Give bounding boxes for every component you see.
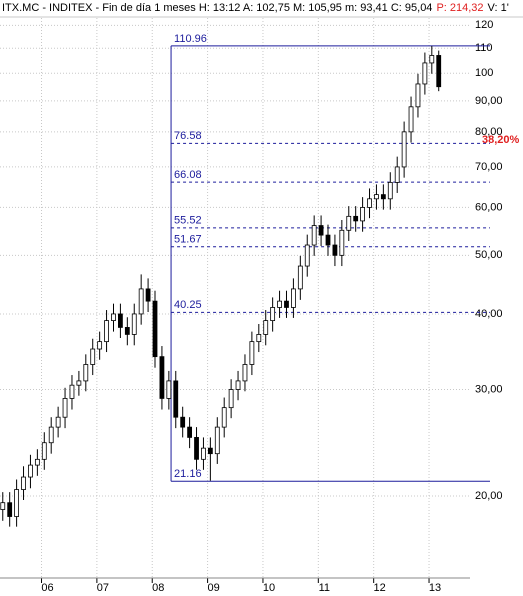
y-tick-label: 60,00 xyxy=(475,201,503,213)
candle-body xyxy=(207,447,213,455)
candle-body xyxy=(408,106,414,133)
y-tick-label: 110 xyxy=(475,42,493,54)
header: ITX.MC - INDITEX - Fin de día 1 meses H:… xyxy=(2,2,509,14)
y-tick-label: 20,00 xyxy=(475,490,503,502)
header-text: ITX.MC - INDITEX - Fin de día 1 meses H:… xyxy=(2,2,432,14)
candle-body xyxy=(387,181,393,200)
candle-body xyxy=(152,300,158,358)
y-tick-label: 100 xyxy=(475,67,493,79)
candle-body xyxy=(0,502,6,510)
fib-label: 110.96 xyxy=(174,33,207,45)
candle-body xyxy=(173,380,179,418)
candle-body xyxy=(111,313,116,322)
candle-body xyxy=(55,416,61,428)
y-tick-label: 120 xyxy=(475,19,493,31)
candle-body xyxy=(311,225,317,246)
candle-body xyxy=(62,398,68,418)
candle-body xyxy=(339,229,345,256)
candle-body xyxy=(353,215,359,222)
candle-body xyxy=(7,502,13,517)
candle-body xyxy=(228,389,234,409)
candle-body xyxy=(346,215,352,231)
x-tick-label: 10 xyxy=(263,582,275,594)
candle-body xyxy=(69,384,75,399)
candle-body xyxy=(97,341,103,350)
x-tick-label: 07 xyxy=(97,582,109,594)
candle-body xyxy=(138,288,144,315)
candle-body xyxy=(256,334,262,343)
x-tick-label: 08 xyxy=(152,582,164,594)
y-tick-label: 40,00 xyxy=(475,308,503,320)
candle-body xyxy=(422,62,428,85)
fib-label: 66.08 xyxy=(174,169,202,181)
candle-body xyxy=(415,83,421,108)
candle-body xyxy=(28,464,33,478)
candle-body xyxy=(180,416,186,428)
candle-body xyxy=(235,380,241,390)
candle-body xyxy=(374,194,379,200)
candle-body xyxy=(429,55,435,64)
x-tick-label: 11 xyxy=(319,582,330,594)
candle-body xyxy=(270,307,276,322)
candle-body xyxy=(118,313,123,328)
candle-body xyxy=(145,288,151,302)
fib-label: 40.25 xyxy=(174,299,202,311)
candle-body xyxy=(325,234,331,246)
candle-body xyxy=(318,225,324,236)
x-tick-label: 13 xyxy=(429,582,441,594)
candle-body xyxy=(242,364,248,382)
candle-body xyxy=(194,437,199,460)
candle-body xyxy=(263,320,269,335)
candle-body xyxy=(124,327,130,335)
candle-body xyxy=(221,407,227,428)
y-tick-label: 80,00 xyxy=(475,126,503,138)
candle-body xyxy=(48,426,54,444)
header-price: P: 214,32 xyxy=(436,2,483,14)
candle-body xyxy=(34,458,40,466)
candle-body xyxy=(284,300,289,308)
candle-body xyxy=(214,426,220,455)
candle-body xyxy=(21,476,26,490)
candle-body xyxy=(436,55,442,88)
candle-body xyxy=(76,380,82,386)
candle-body xyxy=(401,131,407,168)
candle-body xyxy=(380,194,386,200)
fib-label: 55.52 xyxy=(174,215,202,227)
candle-body xyxy=(367,198,372,208)
candle-body xyxy=(83,364,89,382)
fib-label: 51.67 xyxy=(174,234,202,246)
candle-body xyxy=(187,426,193,438)
x-tick-label: 09 xyxy=(207,582,219,594)
candle-body xyxy=(304,244,310,267)
candle-body xyxy=(14,489,20,517)
candle-body xyxy=(332,244,338,256)
candle-body xyxy=(249,341,255,365)
y-tick-label: 90,00 xyxy=(475,95,503,107)
x-tick-label: 12 xyxy=(374,582,386,594)
candle-body xyxy=(90,348,96,365)
fib-annotation: 38,20% xyxy=(482,134,520,146)
x-tick-label: 06 xyxy=(41,582,53,594)
candle-body xyxy=(104,320,109,343)
candle-body xyxy=(159,356,165,399)
candle-body xyxy=(394,166,400,183)
fib-label: 21.16 xyxy=(174,468,202,480)
candle-body xyxy=(166,380,172,399)
candle-body xyxy=(360,207,366,222)
candle-body xyxy=(201,447,206,460)
y-tick-label: 30,00 xyxy=(475,383,503,395)
header-volume: V: 1' xyxy=(488,2,509,14)
fib-label: 76.58 xyxy=(174,130,202,142)
y-tick-label: 50,00 xyxy=(475,249,503,261)
candle-body xyxy=(131,313,137,335)
candle-body xyxy=(291,288,296,308)
y-tick-label: 70,00 xyxy=(475,161,503,173)
candle-body xyxy=(277,300,282,308)
candle-body xyxy=(41,442,47,460)
candle-body xyxy=(297,265,303,290)
